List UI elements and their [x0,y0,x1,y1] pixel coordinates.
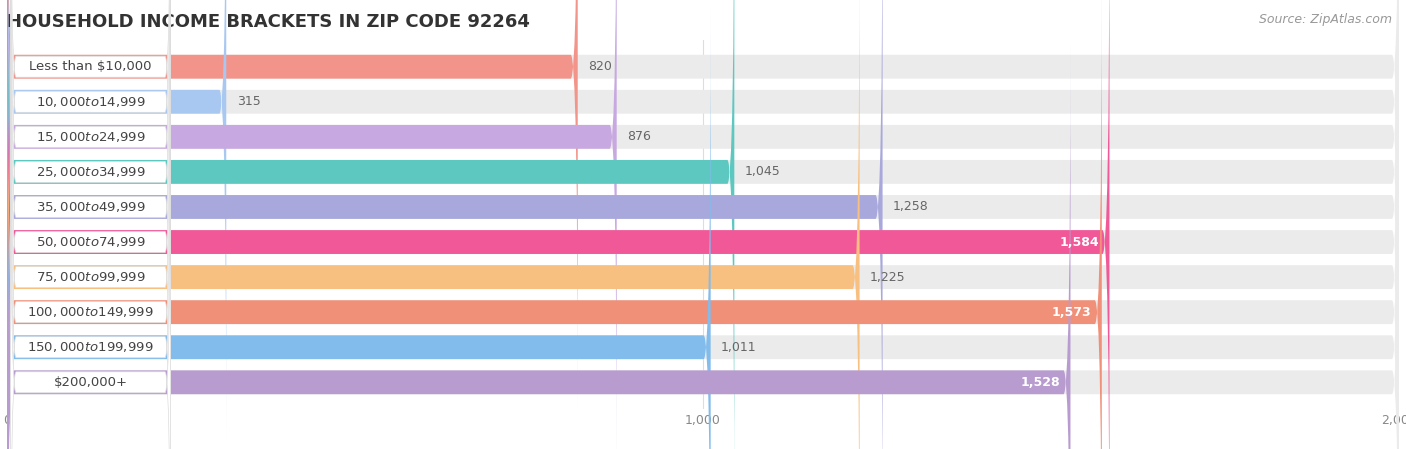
FancyBboxPatch shape [10,0,170,449]
FancyBboxPatch shape [10,112,170,449]
Text: 1,225: 1,225 [870,271,905,284]
Text: HOUSEHOLD INCOME BRACKETS IN ZIP CODE 92264: HOUSEHOLD INCOME BRACKETS IN ZIP CODE 92… [7,13,530,31]
FancyBboxPatch shape [7,9,1399,449]
Text: 820: 820 [588,60,612,73]
Text: $50,000 to $74,999: $50,000 to $74,999 [35,235,145,249]
FancyBboxPatch shape [7,0,1399,449]
FancyBboxPatch shape [7,0,1399,405]
FancyBboxPatch shape [10,0,170,372]
FancyBboxPatch shape [10,42,170,449]
Text: $75,000 to $99,999: $75,000 to $99,999 [35,270,145,284]
FancyBboxPatch shape [7,0,859,449]
Text: $35,000 to $49,999: $35,000 to $49,999 [35,200,145,214]
FancyBboxPatch shape [7,9,710,449]
Text: 1,573: 1,573 [1052,306,1091,319]
Text: 1,011: 1,011 [721,341,756,354]
FancyBboxPatch shape [7,44,1399,449]
FancyBboxPatch shape [10,0,170,442]
FancyBboxPatch shape [10,77,170,449]
FancyBboxPatch shape [7,0,1399,449]
FancyBboxPatch shape [7,0,734,449]
Text: $10,000 to $14,999: $10,000 to $14,999 [35,95,145,109]
Text: $200,000+: $200,000+ [53,376,128,389]
FancyBboxPatch shape [10,7,170,449]
FancyBboxPatch shape [7,0,883,449]
Text: 1,258: 1,258 [893,200,929,213]
Text: 315: 315 [236,95,260,108]
FancyBboxPatch shape [7,0,617,449]
FancyBboxPatch shape [7,0,1102,449]
Text: $25,000 to $34,999: $25,000 to $34,999 [35,165,145,179]
Text: $150,000 to $199,999: $150,000 to $199,999 [27,340,153,354]
Text: $15,000 to $24,999: $15,000 to $24,999 [35,130,145,144]
FancyBboxPatch shape [10,0,170,407]
FancyBboxPatch shape [7,0,1399,449]
Text: Source: ZipAtlas.com: Source: ZipAtlas.com [1258,13,1392,26]
Text: 1,584: 1,584 [1059,236,1099,249]
FancyBboxPatch shape [7,0,1399,449]
Text: Less than $10,000: Less than $10,000 [30,60,152,73]
FancyBboxPatch shape [10,0,170,337]
FancyBboxPatch shape [7,0,578,405]
FancyBboxPatch shape [7,0,1399,449]
FancyBboxPatch shape [7,0,226,440]
Text: 1,528: 1,528 [1021,376,1060,389]
FancyBboxPatch shape [7,0,1109,449]
FancyBboxPatch shape [7,0,1399,449]
Text: 876: 876 [627,130,651,143]
FancyBboxPatch shape [7,44,1070,449]
Text: $100,000 to $149,999: $100,000 to $149,999 [27,305,153,319]
FancyBboxPatch shape [7,0,1399,440]
Text: 1,045: 1,045 [745,165,780,178]
FancyBboxPatch shape [10,0,170,449]
